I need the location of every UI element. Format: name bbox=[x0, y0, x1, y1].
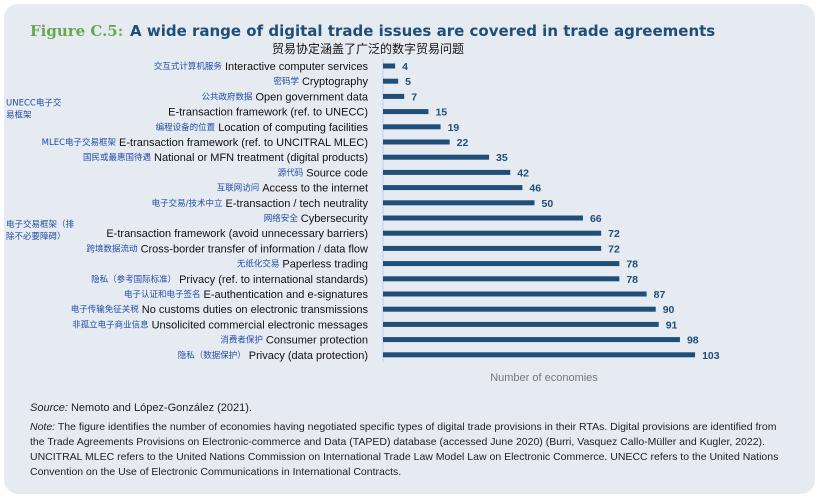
bar-value-13: 78 bbox=[626, 259, 638, 271]
bar-10 bbox=[383, 215, 583, 221]
category-label-12: Cross-border transfer of information / d… bbox=[141, 243, 368, 255]
figure-label: Figure C.5: bbox=[30, 22, 124, 40]
category-label-zh-13: 无纸化交易 bbox=[237, 259, 280, 270]
category-label-18: Consumer protection bbox=[266, 335, 368, 347]
x-axis-label: Number of economies bbox=[490, 372, 598, 384]
category-label-16: No customs duties on electronic transmis… bbox=[142, 304, 369, 316]
category-label-13: Paperless trading bbox=[282, 259, 368, 271]
category-label-zh-8: 互联网访问 bbox=[217, 183, 260, 194]
category-label-4: Location of computing facilities bbox=[218, 122, 368, 134]
category-label-11: E-transaction framework (avoid unnecessa… bbox=[106, 228, 368, 240]
category-label-1: Cryptography bbox=[302, 76, 369, 88]
category-label-zh-11-line1: 电子交易框架（排 bbox=[6, 219, 75, 230]
bar-value-18: 98 bbox=[687, 335, 699, 347]
category-label-2: Open government data bbox=[255, 91, 368, 103]
bar-value-0: 4 bbox=[402, 61, 408, 73]
bar-value-1: 5 bbox=[405, 76, 411, 88]
category-label-0: Interactive computer services bbox=[225, 61, 369, 73]
category-label-8: Access to the internet bbox=[262, 183, 368, 195]
category-label-zh-10: 网络安全 bbox=[264, 213, 299, 224]
category-label-15: E-authentication and e-signatures bbox=[204, 289, 369, 301]
category-label-zh-12: 跨境数据流动 bbox=[87, 243, 139, 254]
category-label-zh-15: 电子认证和电子签名 bbox=[124, 289, 201, 300]
category-label-zh-7: 源代码 bbox=[278, 167, 304, 178]
bar-value-9: 50 bbox=[542, 198, 554, 210]
bar-value-3: 15 bbox=[435, 107, 447, 119]
category-label-10: Cybersecurity bbox=[301, 213, 369, 225]
bar-1 bbox=[383, 78, 399, 84]
bar-11 bbox=[383, 230, 602, 236]
bar-value-6: 35 bbox=[496, 152, 508, 164]
category-label-zh-3-line2: 易框架 bbox=[6, 110, 32, 121]
bar-value-4: 19 bbox=[448, 122, 460, 134]
bar-value-19: 103 bbox=[702, 350, 720, 362]
bar-value-8: 46 bbox=[529, 183, 541, 195]
category-label-zh-9: 电子交易/技术中立 bbox=[152, 198, 223, 209]
category-label-zh-14: 隐私（参考国际标准） bbox=[91, 274, 176, 285]
bar-4 bbox=[383, 124, 441, 130]
bar-6 bbox=[383, 154, 490, 160]
category-label-zh-19: 隐私（数据保护） bbox=[178, 350, 246, 361]
bar-5 bbox=[383, 139, 450, 145]
source-text: Nemoto and López-González (2021). bbox=[70, 402, 252, 414]
bar-value-16: 90 bbox=[663, 304, 675, 316]
bar-7 bbox=[383, 169, 511, 175]
category-label-zh-1: 密码学 bbox=[273, 76, 299, 87]
source-line: Source: Nemoto and López-González (2021)… bbox=[30, 402, 252, 414]
bar-15 bbox=[383, 291, 647, 297]
category-label-19: Privacy (data protection) bbox=[249, 350, 368, 362]
bar-value-7: 42 bbox=[517, 167, 529, 179]
category-label-zh-4: 编程设备的位置 bbox=[156, 122, 216, 133]
bar-value-15: 87 bbox=[654, 289, 666, 301]
category-label-14: Privacy (ref. to international standards… bbox=[179, 274, 368, 286]
bar-14 bbox=[383, 276, 620, 282]
bar-value-14: 78 bbox=[626, 274, 638, 286]
category-label-5: E-transaction framework (ref. to UNCITRA… bbox=[119, 137, 368, 149]
bar-0 bbox=[383, 63, 396, 69]
bar-17 bbox=[383, 321, 659, 327]
figure-subtitle-zh: 贸易协定涵盖了广泛的数字贸易问题 bbox=[272, 42, 465, 56]
category-label-zh-5: MLEC电子交易框架 bbox=[42, 137, 117, 148]
category-label-9: E-transaction / tech neutrality bbox=[226, 198, 369, 210]
bar-12 bbox=[383, 245, 602, 251]
bar-16 bbox=[383, 306, 656, 312]
bar-value-12: 72 bbox=[608, 243, 620, 255]
category-label-3: E-transaction framework (ref. to UNECC) bbox=[168, 107, 368, 119]
category-label-zh-18: 消费者保护 bbox=[220, 335, 263, 346]
bar-18 bbox=[383, 337, 680, 343]
category-label-7: Source code bbox=[306, 167, 368, 179]
category-label-zh-17: 非孤立电子商业信息 bbox=[72, 319, 149, 330]
note-label: Note: bbox=[30, 421, 56, 433]
note-text: The figure identifies the number of econ… bbox=[30, 421, 779, 478]
bar-value-10: 66 bbox=[590, 213, 602, 225]
figure-panel: Figure C.5: A wide range of digital trad… bbox=[4, 4, 815, 494]
bar-2 bbox=[383, 93, 405, 99]
bar-19 bbox=[383, 352, 696, 358]
category-label-17: Unsolicited commercial electronic messag… bbox=[152, 319, 369, 331]
bar-13 bbox=[383, 261, 620, 267]
category-label-zh-6: 国民或最惠国待遇 bbox=[83, 152, 152, 163]
bar-value-17: 91 bbox=[666, 319, 678, 331]
bar-3 bbox=[383, 109, 429, 115]
bar-value-5: 22 bbox=[457, 137, 469, 149]
category-label-zh-11-line2: 除不必要障碍） bbox=[6, 231, 66, 242]
bar-value-11: 72 bbox=[608, 228, 620, 240]
note-paragraph: Note: The figure identifies the number o… bbox=[30, 420, 790, 480]
bar-8 bbox=[383, 185, 523, 191]
category-label-zh-0: 交互式计算机服务 bbox=[154, 61, 223, 72]
category-label-6: National or MFN treatment (digital produ… bbox=[154, 152, 368, 164]
bar-9 bbox=[383, 200, 535, 206]
category-label-zh-2: 公共政府数据 bbox=[201, 91, 253, 102]
source-label: Source: bbox=[30, 402, 68, 414]
figure-title: A wide range of digital trade issues are… bbox=[130, 22, 716, 40]
bar-value-2: 7 bbox=[411, 91, 417, 103]
category-label-zh-3-line1: UNECC电子交 bbox=[6, 98, 62, 109]
category-label-zh-16: 电子传输免征关税 bbox=[71, 304, 140, 315]
